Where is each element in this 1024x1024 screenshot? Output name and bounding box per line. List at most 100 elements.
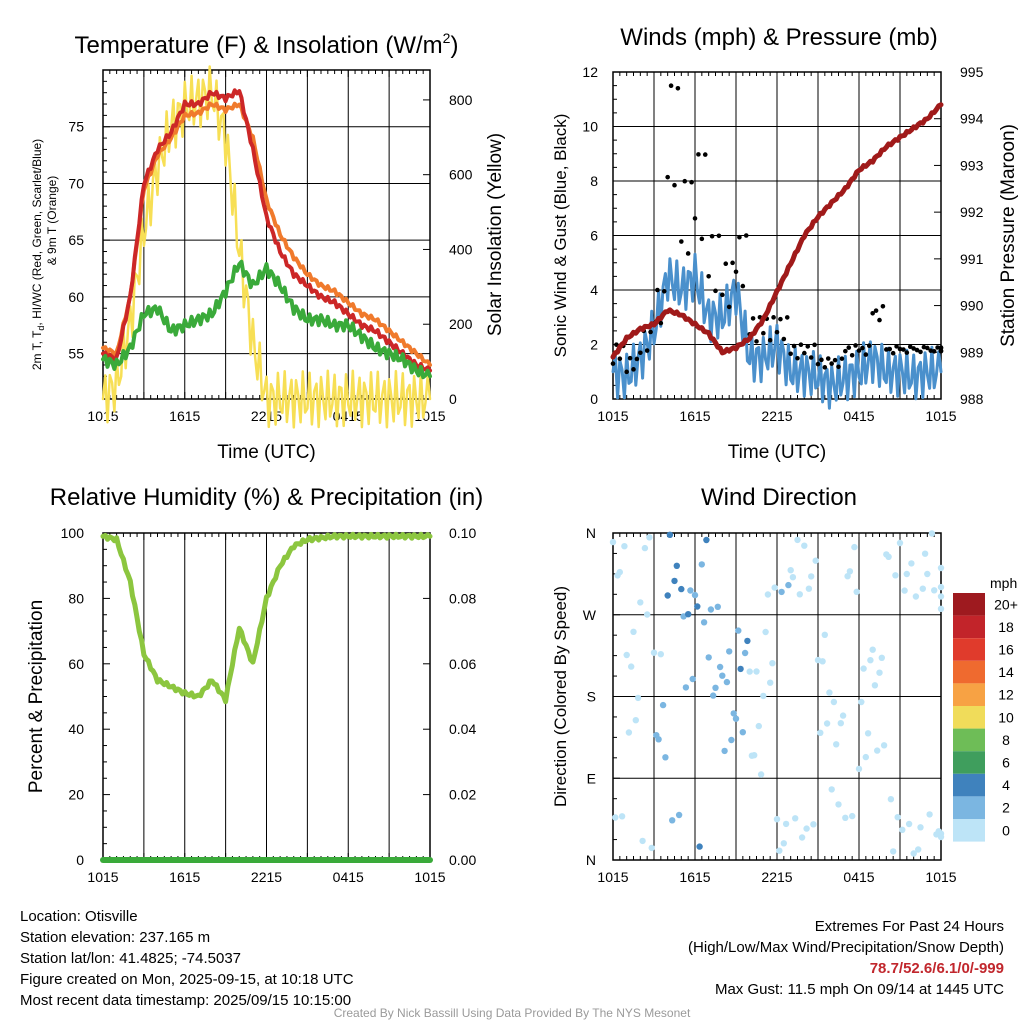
colorbar-label: 10: [998, 709, 1014, 725]
gust-point: [853, 343, 858, 348]
colorbar-swatch: [953, 638, 985, 661]
dir-xtick-label: 0415: [843, 869, 874, 885]
dir-xtick-label: 1015: [597, 869, 628, 885]
wind-xtick-label: 2215: [761, 408, 792, 424]
temp-xtick-label: 1015: [87, 408, 118, 424]
temp-2m-line: [101, 88, 432, 373]
direction-point: [741, 649, 749, 657]
direction-point: [833, 741, 840, 748]
direction-point: [632, 717, 639, 724]
gust-point: [689, 179, 694, 185]
rh-y2tick-label: 0.00: [449, 852, 476, 868]
direction-point: [657, 651, 664, 658]
wind-y2tick-label: 992: [960, 204, 984, 220]
direction-point: [821, 631, 828, 638]
direction-point: [691, 591, 699, 599]
direction-point: [880, 742, 888, 749]
direction-point: [757, 771, 765, 778]
gust-point: [935, 345, 940, 350]
gust-point: [737, 234, 742, 240]
direction-point: [899, 826, 906, 833]
direction-point: [712, 684, 719, 691]
temp-ytick-label: 65: [68, 232, 84, 248]
temp-ytick-label: 70: [68, 175, 84, 191]
gust-point: [884, 347, 889, 352]
gust-point: [791, 343, 797, 349]
gust-point: [829, 361, 834, 366]
rh-y2tick-label: 0.06: [449, 656, 476, 672]
gust-point: [679, 239, 684, 244]
direction-point: [767, 679, 774, 686]
wind-ytick-label: 8: [590, 173, 598, 189]
wind-y2tick-label: 990: [960, 298, 984, 314]
direction-point: [710, 692, 717, 699]
gust-point: [870, 310, 875, 316]
gust-point: [819, 357, 824, 363]
direction-point: [780, 840, 787, 847]
gust-point: [904, 350, 910, 355]
direction-point: [937, 583, 945, 591]
station-latlon: Station lat/lon: 41.4825; -74.5037: [20, 950, 242, 967]
direction-point: [782, 820, 790, 828]
direction-point: [931, 587, 938, 594]
direction-point: [794, 536, 801, 544]
direction-point: [719, 672, 726, 679]
direction-point: [735, 627, 742, 634]
temp-title-sup: 2: [443, 30, 451, 46]
extremes-subtitle: (High/Low/Max Wind/Precipitation/Snow De…: [688, 939, 1004, 956]
direction-point: [771, 584, 778, 591]
direction-point: [874, 747, 881, 754]
gust-point: [668, 83, 674, 89]
direction-point: [803, 825, 810, 832]
direction-point: [789, 574, 797, 581]
direction-point: [700, 619, 708, 626]
gust-point: [685, 251, 691, 256]
direction-point: [678, 585, 685, 593]
station-info: Location: Otisville Station elevation: 2…: [20, 906, 354, 1011]
direction-point: [723, 678, 731, 686]
gust-point: [617, 356, 623, 362]
wind-y2tick-label: 988: [960, 391, 984, 407]
gust-point: [706, 273, 711, 279]
dir-ytick-label: S: [587, 689, 596, 705]
direction-point: [726, 648, 733, 655]
direction-point: [842, 814, 849, 821]
temp-title-tail: ): [450, 32, 458, 59]
colorbar-swatch: [953, 819, 985, 842]
direction-point: [849, 812, 856, 820]
colorbar-swatch: [953, 728, 985, 752]
colorbar-label: 2: [1002, 800, 1010, 816]
colorbar-label: 16: [998, 642, 1014, 658]
temp-y2tick-label: 0: [449, 391, 457, 407]
direction-point: [646, 534, 653, 541]
direction-point: [655, 736, 662, 743]
direction-point: [853, 588, 860, 595]
direction-point: [769, 660, 776, 667]
gust-point: [914, 347, 920, 353]
dir-ytick-label: N: [586, 525, 596, 541]
direction-point: [823, 720, 831, 727]
direction-point: [869, 646, 876, 653]
gust-point: [658, 320, 664, 326]
direction-point: [928, 530, 936, 537]
gust-point: [863, 352, 869, 357]
direction-point: [851, 543, 858, 551]
direction-point: [666, 531, 674, 538]
gust-point: [661, 289, 667, 294]
direction-point: [621, 543, 628, 550]
colorbar-unit: mph: [990, 575, 1017, 591]
gust-point: [802, 350, 807, 356]
direction-point: [673, 562, 680, 569]
temp-y2label: Solar Insolation (Yellow): [485, 133, 506, 336]
colorbar-label: 18: [998, 619, 1014, 635]
direction-point: [776, 847, 783, 854]
direction-point: [707, 606, 715, 613]
direction-point: [910, 850, 917, 857]
gust-point: [815, 361, 821, 367]
gust-point: [784, 315, 790, 320]
direction-point: [639, 837, 646, 845]
gust-point: [610, 361, 616, 366]
direction-point: [858, 698, 865, 706]
